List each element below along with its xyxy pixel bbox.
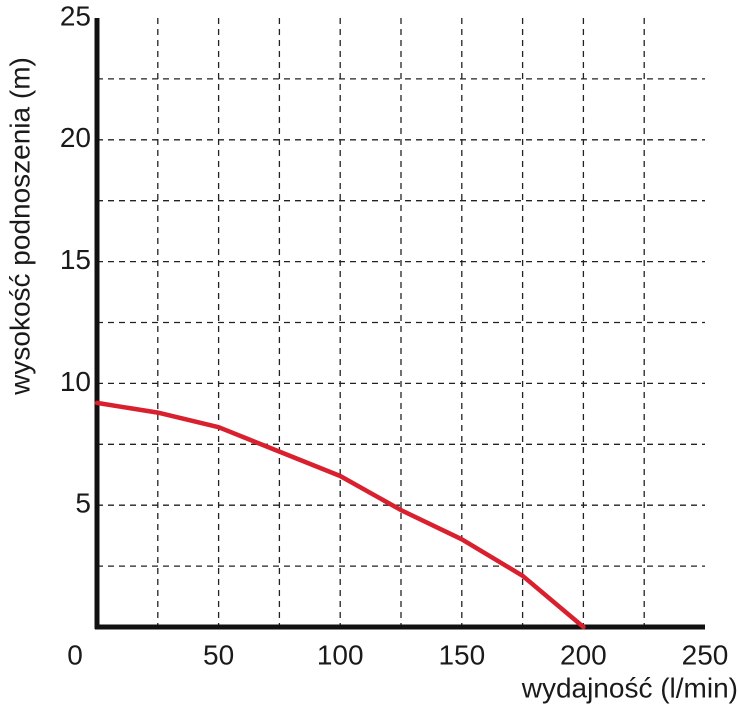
- y-tick-label: 15: [60, 244, 91, 275]
- y-tick-label: 25: [60, 0, 91, 31]
- y-tick-label: 20: [60, 122, 91, 153]
- x-tick-label: 200: [560, 639, 607, 670]
- x-tick-label: 150: [438, 639, 485, 670]
- x-axis-label: wydajność (l/min): [521, 672, 738, 703]
- y-tick-label: 5: [75, 488, 91, 519]
- y-axis-label: wysokość podnoszenia (m): [4, 57, 35, 396]
- x-tick-label: 250: [682, 639, 729, 670]
- data-line: [94, 400, 586, 630]
- x-tick-label: 0: [67, 639, 83, 670]
- x-tick-label: 50: [203, 639, 234, 670]
- x-tick-label: 100: [317, 639, 364, 670]
- y-tick-label: 10: [60, 366, 91, 397]
